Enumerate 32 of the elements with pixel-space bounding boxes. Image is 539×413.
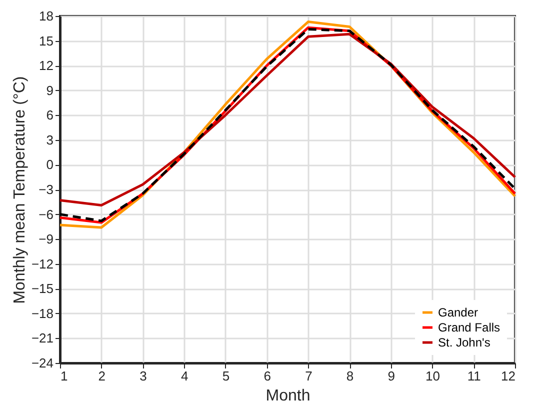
y-tick-label: 12: [39, 58, 54, 74]
x-tick-label: 4: [180, 368, 188, 384]
y-tick-label: −21: [31, 330, 54, 346]
y-tick-label: 3: [46, 132, 54, 148]
legend-label: St. John's: [438, 336, 490, 350]
x-tick-label: 11: [467, 368, 481, 384]
y-tick-label: 15: [39, 33, 54, 48]
x-axis-title: Month: [266, 388, 310, 404]
y-tick-label: −15: [31, 281, 54, 296]
x-tick-label: 8: [346, 368, 354, 384]
y-tick-label: 0: [46, 157, 54, 172]
x-tick-label: 2: [98, 368, 106, 384]
y-axis-title: Monthly mean Temperature (°C): [11, 76, 28, 304]
x-tick-label: 10: [426, 368, 440, 384]
legend-label: Gander: [438, 306, 478, 320]
x-tick-label: 3: [140, 368, 147, 384]
y-tick-label: 6: [46, 108, 54, 123]
y-tick-label: −6: [38, 206, 54, 222]
x-tick-label: 7: [305, 368, 312, 384]
x-tick-label: 9: [388, 368, 396, 384]
y-tick-label: −12: [31, 256, 54, 272]
y-tick-label: −9: [38, 232, 54, 247]
legend-label: Grand Falls: [438, 320, 500, 334]
x-tick-label: 1: [60, 368, 68, 384]
y-tick-label: 9: [46, 82, 54, 98]
y-tick-label: 18: [39, 8, 54, 24]
y-tick-label: −3: [38, 182, 54, 197]
x-tick-label: 12: [501, 368, 516, 384]
y-tick-label: −18: [31, 306, 54, 321]
x-tick-label: 6: [264, 368, 271, 384]
y-tick-label: −24: [31, 356, 54, 370]
x-tick-label: 5: [222, 368, 230, 384]
